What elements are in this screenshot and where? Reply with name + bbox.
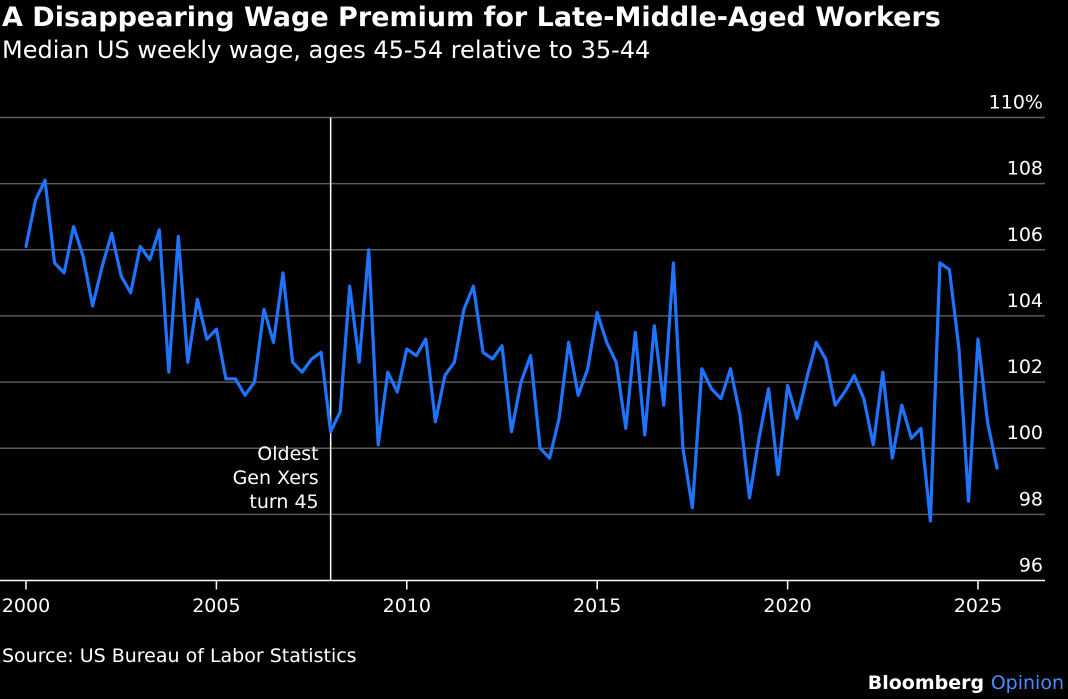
y-tick-label: 104	[1007, 290, 1043, 312]
brand-name: Bloomberg	[867, 672, 985, 694]
y-tick-label: 102	[1007, 356, 1043, 378]
y-tick-label: 108	[1007, 158, 1043, 180]
x-tick-label: 2000	[2, 595, 50, 617]
y-tick-label: 106	[1007, 224, 1043, 246]
gridlines	[0, 116, 1045, 582]
annotation-text: Gen Xers	[233, 467, 319, 489]
x-tick-label: 2010	[383, 595, 431, 617]
x-axis-tick-labels: 2000 2005 2010 2015 2020 2025	[2, 580, 1002, 617]
series-group	[24, 178, 999, 523]
chart-title: A Disappearing Wage Premium for Late-Mid…	[2, 2, 941, 33]
y-tick-label: 110%	[989, 92, 1043, 114]
brand-logo: Bloomberg Opinion	[868, 672, 1064, 694]
chart-subtitle: Median US weekly wage, ages 45-54 relati…	[2, 36, 651, 64]
y-tick-label: 98	[1019, 488, 1043, 510]
series-line	[24, 178, 999, 523]
source-note: Source: US Bureau of Labor Statistics	[2, 645, 357, 667]
y-tick-label: 100	[1007, 422, 1043, 444]
y-axis-tick-labels: 96 98 100 102 104 106 108 110%	[989, 92, 1043, 577]
y-tick-label: 96	[1019, 555, 1043, 577]
x-tick-label: 2015	[573, 595, 621, 617]
x-tick-label: 2020	[763, 595, 811, 617]
brand-product: Opinion	[990, 672, 1064, 694]
annotation-text: turn 45	[249, 491, 318, 513]
x-tick-label: 2005	[192, 595, 240, 617]
annotation-text: Oldest	[257, 443, 318, 465]
x-tick-label: 2025	[954, 595, 1002, 617]
